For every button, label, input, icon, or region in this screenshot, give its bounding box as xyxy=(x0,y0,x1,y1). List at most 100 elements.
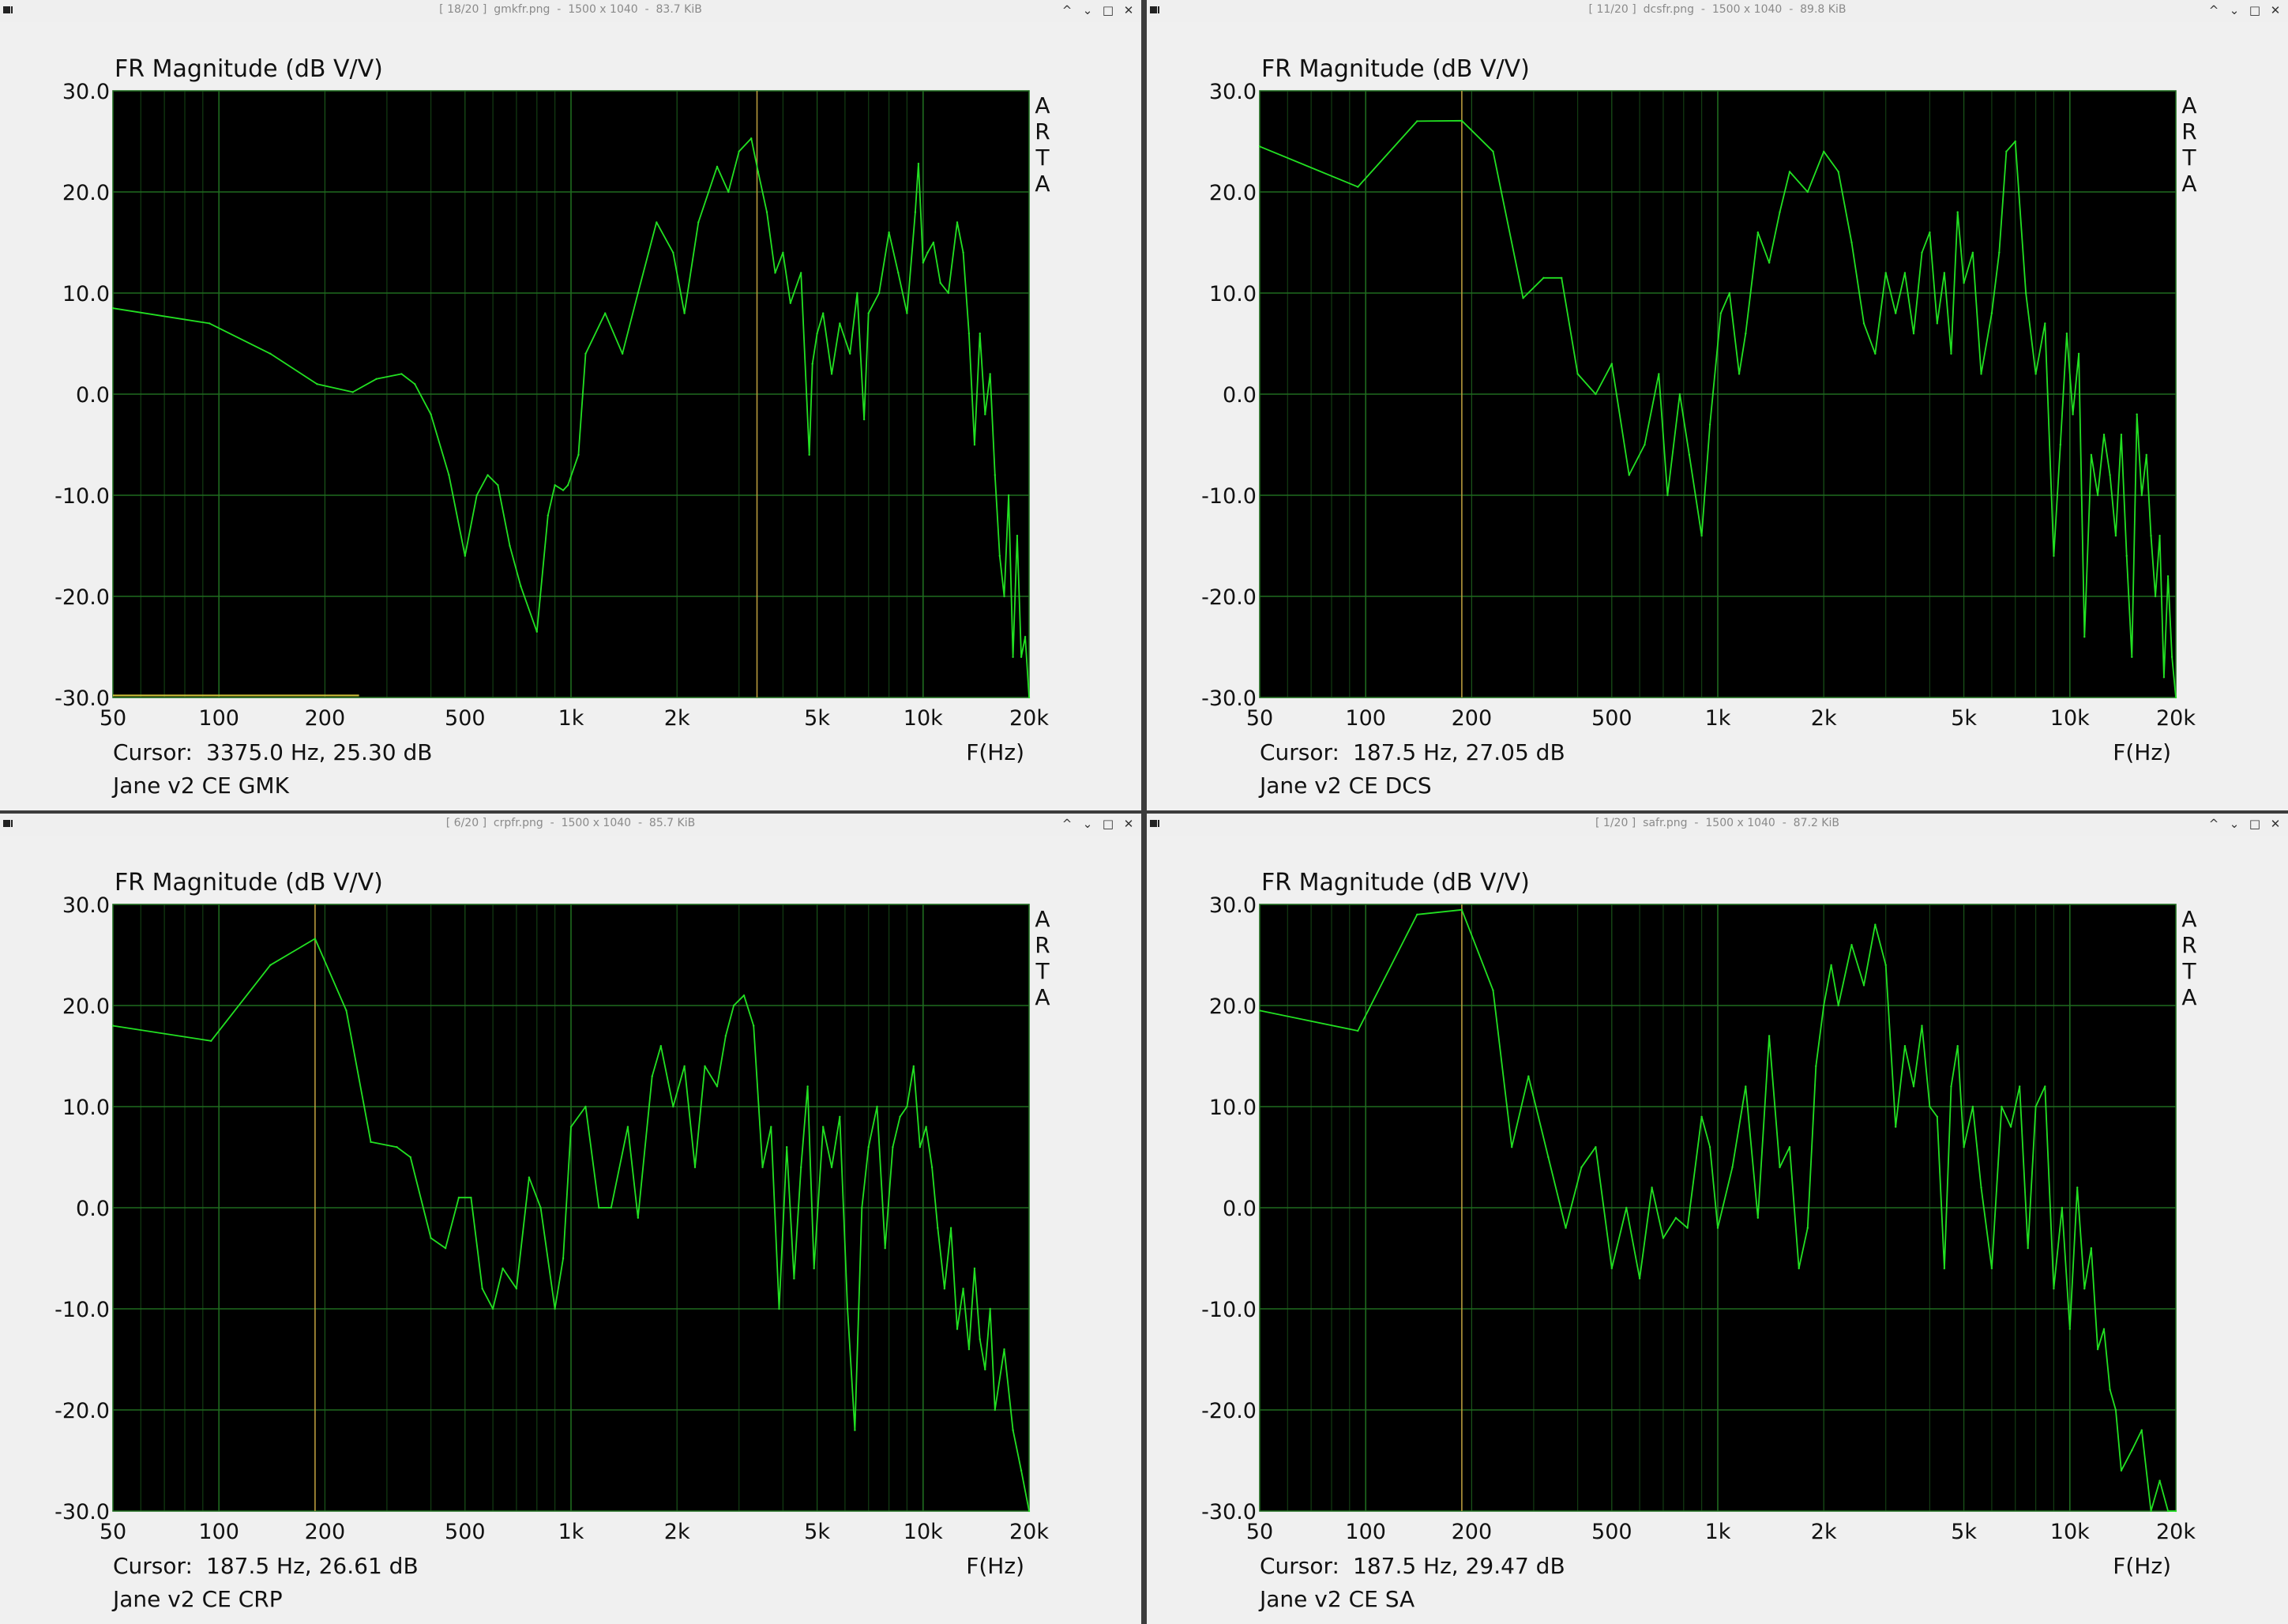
maximize-button[interactable]: □ xyxy=(1102,3,1114,17)
fr-data-point xyxy=(967,333,971,335)
fr-data-point xyxy=(761,1166,764,1168)
fr-data-point xyxy=(209,322,211,325)
fr-data-point xyxy=(1674,1216,1677,1219)
viewer-window-crp[interactable]: [ 6/20 ] crpfr.png - 1500 x 1040 - 85.7 … xyxy=(0,814,1141,1624)
maximize-button[interactable]: □ xyxy=(1102,817,1114,831)
fr-data-point xyxy=(2044,1085,2046,1088)
fr-data-point xyxy=(370,1141,372,1143)
fr-data-point xyxy=(1625,1206,1628,1209)
chart-title: FR Magnitude (dB V/V) xyxy=(115,869,383,897)
fr-data-point xyxy=(1644,443,1646,446)
fr-data-point xyxy=(973,443,976,446)
fr-data-point xyxy=(1912,1085,1915,1088)
fr-data-point xyxy=(491,1307,494,1310)
minimize-button[interactable]: ^ xyxy=(1061,817,1073,831)
plot-border xyxy=(1259,90,2177,698)
fr-data-point xyxy=(937,1227,939,1229)
fr-data-point xyxy=(509,544,511,547)
arta-brand-letter: T xyxy=(2181,958,2196,984)
restore-button[interactable]: ⌄ xyxy=(2229,3,2240,17)
cursor-readout: 187.5 Hz, 26.61 dB xyxy=(206,1553,419,1579)
fr-data-point xyxy=(1798,1267,1800,1269)
restore-button[interactable]: ⌄ xyxy=(2229,817,2240,831)
fr-data-point xyxy=(1700,535,1703,537)
fr-data-point xyxy=(830,373,833,375)
fr-data-point xyxy=(800,1166,802,1168)
frequency-axis-label: F(Hz) xyxy=(2113,1553,2171,1579)
x-tick-label: 500 xyxy=(1591,706,1632,731)
fr-data-point xyxy=(637,291,640,295)
fr-data-point xyxy=(994,1408,996,1412)
fr-data-point xyxy=(821,1126,825,1128)
minimize-button[interactable]: ^ xyxy=(2208,3,2219,17)
fr-data-point xyxy=(2096,494,2099,497)
plot-name: Jane v2 CE GMK xyxy=(111,773,290,799)
restore-button[interactable]: ⌄ xyxy=(1082,3,1093,17)
fr-data-point xyxy=(375,378,378,380)
fr-data-point xyxy=(2166,575,2170,577)
fr-data-point xyxy=(2114,1408,2117,1412)
fr-data-point xyxy=(210,1039,212,1042)
minimize-button[interactable]: ^ xyxy=(1061,3,1073,17)
fr-data-point xyxy=(704,1065,706,1067)
restore-button[interactable]: ⌄ xyxy=(1082,817,1093,831)
fr-data-point xyxy=(811,363,813,365)
y-tick-label: -10.0 xyxy=(1201,484,1257,509)
fr-data-point xyxy=(2174,1509,2177,1513)
fr-data-point xyxy=(269,352,272,355)
fr-data-point xyxy=(1806,1227,1809,1229)
window-titlebar[interactable]: [ 18/20 ] gmkfr.png - 1500 x 1040 - 83.7… xyxy=(0,0,1141,23)
fr-data-point xyxy=(2083,1288,2086,1290)
window-title: [ 18/20 ] gmkfr.png - 1500 x 1040 - 83.7… xyxy=(439,3,702,16)
fr-data-point xyxy=(1357,186,1359,188)
fr-data-point xyxy=(2158,1479,2161,1482)
window-titlebar[interactable]: [ 1/20 ] safr.png - 1500 x 1040 - 87.2 K… xyxy=(1147,814,2288,836)
fr-data-point xyxy=(1688,453,1691,456)
y-tick-label: 0.0 xyxy=(1223,383,1257,408)
chart-title: FR Magnitude (dB V/V) xyxy=(115,55,383,83)
arta-brand-letter: A xyxy=(2181,906,2196,932)
minimize-button[interactable]: ^ xyxy=(2208,817,2219,831)
window-titlebar[interactable]: [ 11/20 ] dcsfr.png - 1500 x 1040 - 89.8… xyxy=(1147,0,2288,23)
window-title: [ 6/20 ] crpfr.png - 1500 x 1040 - 85.7 … xyxy=(445,817,696,829)
fr-data-point xyxy=(697,221,700,224)
fr-data-point xyxy=(1837,171,1839,173)
fr-magnitude-chart: FR Magnitude (dB V/V)30.0 20.0 10.0 0.0 -10.… xyxy=(1201,55,2197,799)
maximize-button[interactable]: □ xyxy=(2249,817,2261,831)
fr-data-point xyxy=(932,241,935,244)
window-titlebar[interactable]: [ 6/20 ] crpfr.png - 1500 x 1040 - 85.7 … xyxy=(0,814,1141,836)
fr-data-point xyxy=(727,190,730,194)
fr-data-point xyxy=(930,1166,934,1168)
close-button[interactable]: ✕ xyxy=(2270,3,2281,17)
fr-data-point xyxy=(2136,413,2138,415)
fr-data-point xyxy=(1943,272,1946,274)
fr-data-point xyxy=(1542,276,1545,279)
viewer-window-sa[interactable]: [ 1/20 ] safr.png - 1500 x 1040 - 87.2 K… xyxy=(1147,814,2288,1624)
frequency-axis-label: F(Hz) xyxy=(966,739,1024,765)
fr-data-point xyxy=(1929,1105,1931,1108)
fr-data-point xyxy=(1837,1004,1839,1007)
fr-data-point xyxy=(1806,190,1809,194)
fr-data-point xyxy=(111,1024,115,1027)
close-button[interactable]: ✕ xyxy=(1123,3,1134,17)
cursor-readout: 187.5 Hz, 27.05 dB xyxy=(1353,739,1565,765)
fr-data-point xyxy=(1610,1267,1614,1269)
x-tick-label: 5k xyxy=(1951,706,1977,731)
fr-data-point xyxy=(515,1288,518,1290)
fr-data-point xyxy=(547,514,549,517)
close-button[interactable]: ✕ xyxy=(2270,817,2281,831)
fr-data-point xyxy=(1936,1115,1939,1118)
close-button[interactable]: ✕ xyxy=(1123,817,1134,831)
fr-data-point xyxy=(610,1206,612,1209)
fr-data-point xyxy=(1610,363,1614,365)
fr-data-point xyxy=(448,474,450,476)
maximize-button[interactable]: □ xyxy=(2249,3,2261,17)
fr-data-point xyxy=(1963,282,1965,284)
viewer-window-gmk[interactable]: [ 18/20 ] gmkfr.png - 1500 x 1040 - 83.7… xyxy=(0,0,1141,810)
y-tick-label: -10.0 xyxy=(54,1298,110,1322)
x-tick-label: 10k xyxy=(904,1520,943,1544)
fr-data-point xyxy=(716,165,719,168)
fr-data-point xyxy=(897,272,900,274)
viewer-window-dcs[interactable]: [ 11/20 ] dcsfr.png - 1500 x 1040 - 89.8… xyxy=(1147,0,2288,810)
fr-data-point xyxy=(626,1126,629,1128)
